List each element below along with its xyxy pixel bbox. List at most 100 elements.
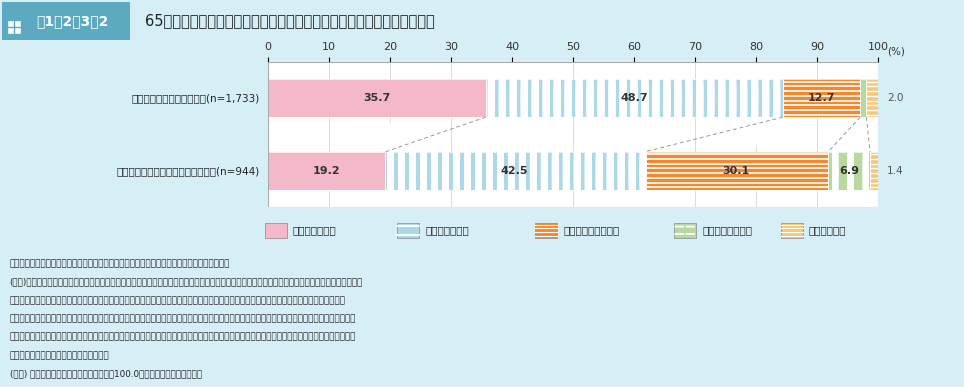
Circle shape (565, 75, 571, 140)
Circle shape (654, 82, 658, 148)
Circle shape (609, 67, 615, 132)
Circle shape (642, 67, 648, 132)
Bar (265, 223, 286, 238)
Circle shape (489, 63, 494, 128)
Circle shape (774, 79, 780, 144)
Circle shape (421, 143, 426, 208)
Circle shape (719, 63, 725, 128)
Circle shape (597, 155, 602, 220)
Circle shape (730, 58, 736, 124)
Circle shape (499, 70, 505, 136)
Circle shape (599, 51, 603, 116)
Circle shape (642, 82, 648, 148)
Circle shape (399, 131, 404, 196)
Circle shape (421, 139, 426, 204)
Circle shape (542, 135, 548, 200)
Circle shape (675, 234, 683, 235)
Circle shape (442, 151, 448, 216)
Circle shape (587, 79, 593, 144)
Circle shape (410, 143, 415, 208)
Circle shape (631, 75, 637, 140)
Circle shape (509, 135, 514, 200)
Circle shape (833, 140, 838, 198)
Circle shape (522, 82, 527, 148)
Circle shape (530, 143, 536, 208)
Circle shape (599, 75, 603, 140)
Circle shape (487, 139, 493, 204)
Circle shape (576, 58, 582, 124)
Circle shape (741, 70, 746, 136)
Circle shape (520, 135, 525, 200)
Bar (674, 223, 696, 238)
Circle shape (833, 146, 838, 204)
Circle shape (609, 63, 615, 128)
Circle shape (675, 58, 681, 124)
Circle shape (620, 79, 626, 144)
Circle shape (697, 82, 703, 148)
Circle shape (763, 55, 768, 120)
Circle shape (640, 143, 646, 208)
Bar (486, 79, 783, 117)
Circle shape (554, 79, 560, 144)
Circle shape (530, 135, 536, 200)
Circle shape (774, 58, 780, 124)
Circle shape (532, 70, 538, 136)
Text: 「生産・就業（生きがいのための園芸・飼育、シルバー人材センター等）」「教育関連・文化啓発活動（学習会、子ども会の育成、郷土芸能: 「生産・就業（生きがいのための園芸・飼育、シルバー人材センター等）」「教育関連・… (10, 296, 346, 305)
Circle shape (864, 158, 869, 216)
Circle shape (465, 123, 470, 188)
Circle shape (642, 55, 648, 120)
Circle shape (619, 155, 624, 220)
Circle shape (542, 123, 548, 188)
Circle shape (619, 143, 624, 208)
Circle shape (730, 82, 736, 148)
Circle shape (509, 123, 514, 188)
Circle shape (410, 151, 415, 216)
Circle shape (585, 123, 591, 188)
Bar (535, 223, 557, 238)
Circle shape (629, 143, 635, 208)
Circle shape (465, 135, 470, 200)
Bar (386, 152, 644, 190)
Text: 35.7: 35.7 (363, 93, 390, 103)
Circle shape (686, 51, 691, 116)
Circle shape (544, 79, 549, 144)
Circle shape (511, 51, 516, 116)
Circle shape (576, 75, 582, 140)
Circle shape (442, 127, 448, 192)
Circle shape (530, 155, 536, 220)
Circle shape (620, 67, 626, 132)
Circle shape (585, 147, 591, 212)
Circle shape (421, 127, 426, 192)
Text: 図1－2－3－2: 図1－2－3－2 (36, 14, 108, 28)
Circle shape (848, 135, 853, 192)
Circle shape (597, 127, 602, 192)
Circle shape (509, 139, 514, 204)
Circle shape (576, 55, 582, 120)
Circle shape (432, 155, 438, 220)
Circle shape (620, 70, 626, 136)
Circle shape (631, 63, 637, 128)
Circle shape (575, 151, 580, 216)
Bar (860, 79, 867, 117)
Circle shape (848, 129, 853, 187)
Circle shape (509, 131, 514, 196)
Circle shape (576, 82, 582, 148)
Circle shape (552, 135, 558, 200)
Bar (781, 223, 803, 238)
Circle shape (442, 135, 448, 200)
Circle shape (552, 127, 558, 192)
Circle shape (620, 75, 626, 140)
Circle shape (575, 143, 580, 208)
Circle shape (675, 51, 681, 116)
Circle shape (575, 139, 580, 204)
Circle shape (864, 140, 869, 198)
Circle shape (442, 139, 448, 204)
Circle shape (454, 151, 459, 216)
Circle shape (609, 55, 615, 120)
Circle shape (587, 82, 593, 148)
Circle shape (730, 70, 736, 136)
Circle shape (675, 82, 681, 148)
Circle shape (597, 135, 602, 200)
Bar (870, 152, 878, 190)
Circle shape (620, 55, 626, 120)
